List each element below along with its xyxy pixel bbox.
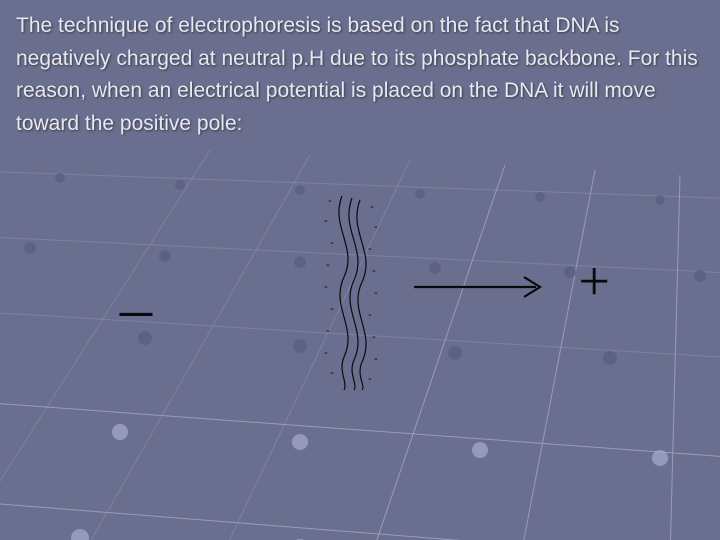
slide-body-text: The technique of electrophoresis is base… xyxy=(16,10,704,140)
negative-pole-symbol: _ xyxy=(120,250,152,324)
svg-text:-: - xyxy=(372,265,376,277)
svg-text:-: - xyxy=(372,331,376,343)
svg-text:-: - xyxy=(328,195,332,207)
svg-text:-: - xyxy=(330,303,334,315)
svg-text:-: - xyxy=(368,243,372,255)
svg-text:-: - xyxy=(324,281,328,293)
svg-text:-: - xyxy=(374,353,378,365)
movement-arrow xyxy=(410,272,550,302)
svg-text:-: - xyxy=(324,215,328,227)
svg-text:-: - xyxy=(368,373,372,385)
svg-text:-: - xyxy=(368,309,372,321)
svg-text:-: - xyxy=(330,367,334,379)
positive-pole-symbol: + xyxy=(578,250,610,314)
svg-text:-: - xyxy=(370,201,374,213)
svg-text:-: - xyxy=(326,259,330,271)
svg-text:-: - xyxy=(324,347,328,359)
svg-text:-: - xyxy=(374,287,378,299)
svg-text:-: - xyxy=(374,221,378,233)
electrophoresis-diagram: _ -- -- -- -- -- -- -- -- -- xyxy=(0,140,720,440)
dna-molecule: -- -- -- -- -- -- -- -- -- xyxy=(300,192,400,392)
svg-text:-: - xyxy=(326,325,330,337)
svg-text:-: - xyxy=(330,237,334,249)
